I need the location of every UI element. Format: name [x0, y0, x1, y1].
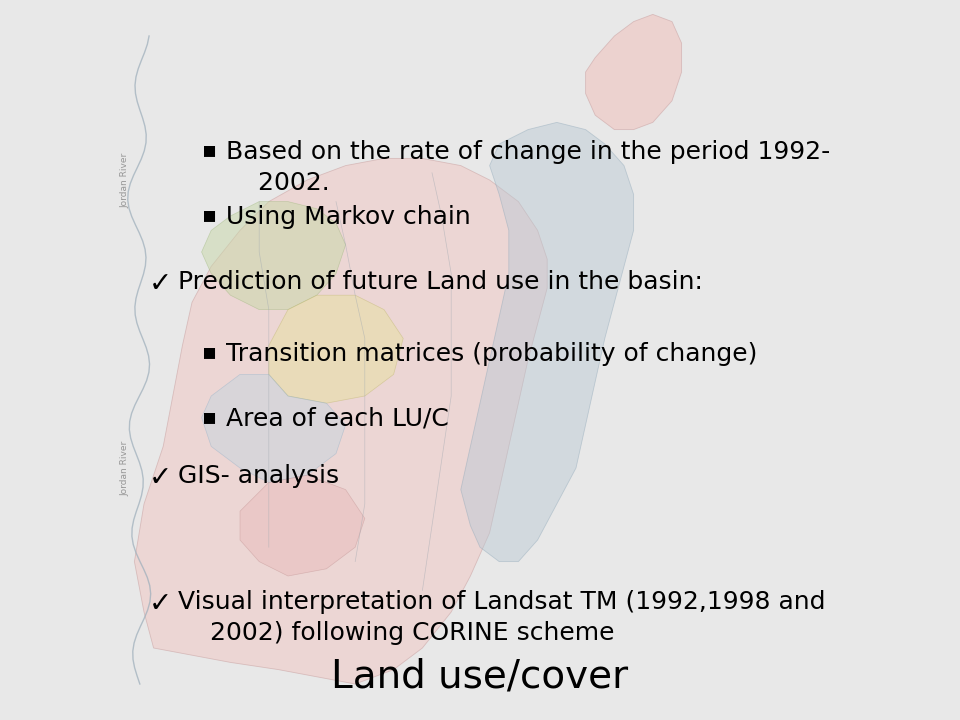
Polygon shape — [240, 475, 365, 576]
Text: Land use/cover: Land use/cover — [331, 658, 629, 696]
Text: Visual interpretation of Landsat TM (1992,1998 and
    2002) following CORINE sc: Visual interpretation of Landsat TM (199… — [178, 590, 825, 645]
Text: Transition matrices (probability of change): Transition matrices (probability of chan… — [226, 342, 757, 366]
Text: Jordan River: Jordan River — [120, 441, 130, 495]
Text: ▪: ▪ — [202, 342, 217, 362]
Text: ✓: ✓ — [149, 464, 172, 492]
Text: ▪: ▪ — [202, 407, 217, 427]
Polygon shape — [134, 158, 547, 684]
Polygon shape — [461, 122, 634, 562]
Text: Area of each LU/C: Area of each LU/C — [226, 407, 448, 431]
Text: Jordan River: Jordan River — [120, 153, 130, 207]
Text: Based on the rate of change in the period 1992-
    2002.: Based on the rate of change in the perio… — [226, 140, 829, 195]
Text: ✓: ✓ — [149, 590, 172, 618]
Text: Prediction of future Land use in the basin:: Prediction of future Land use in the bas… — [178, 270, 703, 294]
Text: GIS- analysis: GIS- analysis — [178, 464, 339, 488]
Text: ✓: ✓ — [149, 270, 172, 298]
Polygon shape — [586, 14, 682, 130]
Text: Using Markov chain: Using Markov chain — [226, 205, 470, 229]
Text: ▪: ▪ — [202, 205, 217, 225]
Polygon shape — [202, 202, 346, 310]
Polygon shape — [202, 374, 346, 482]
Text: ▪: ▪ — [202, 140, 217, 161]
Polygon shape — [269, 295, 403, 403]
